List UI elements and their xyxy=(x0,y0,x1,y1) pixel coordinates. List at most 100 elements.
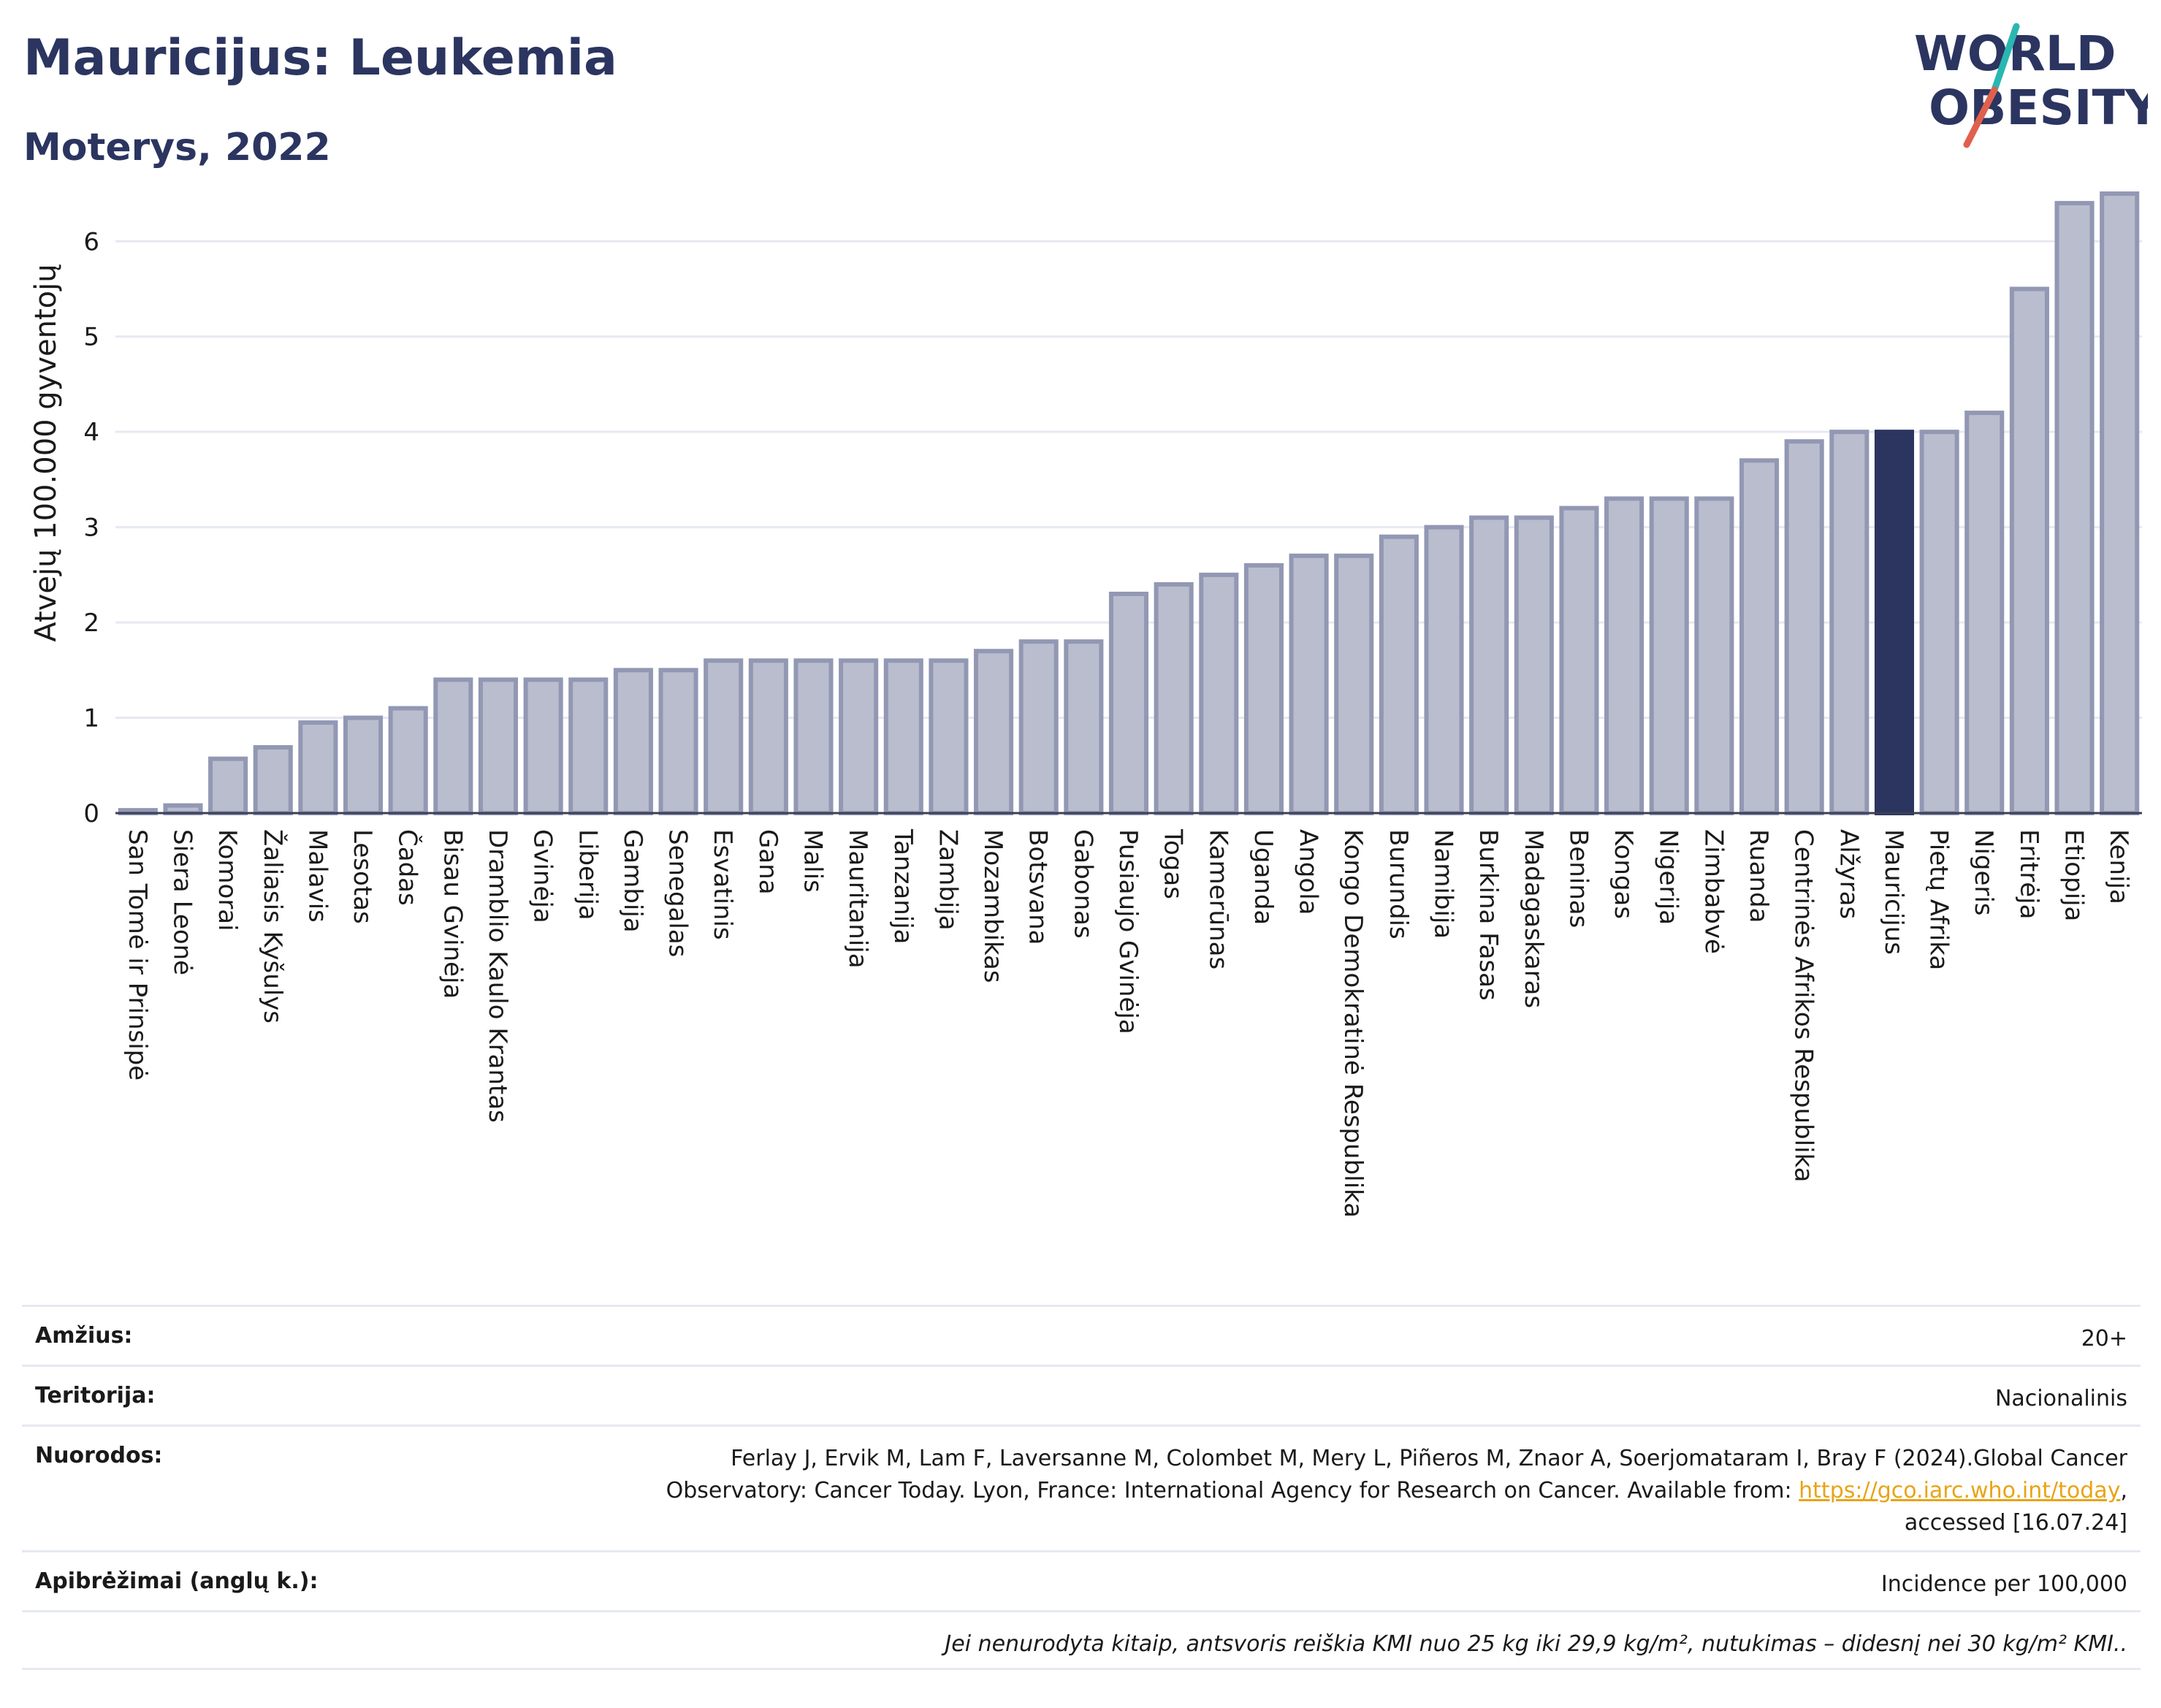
references-value: Ferlay J, Ervik M, Lam F, Laversanne M, … xyxy=(666,1443,2127,1539)
bar-country xyxy=(1469,515,1509,815)
bar-country xyxy=(1514,515,1554,815)
bar-country xyxy=(974,649,1014,816)
bar-highlight xyxy=(1874,430,1914,815)
bar-country xyxy=(658,668,698,815)
x-tick-label: Čadas xyxy=(393,829,423,906)
x-tick-label: Botsvana xyxy=(1024,829,1053,945)
x-tick-label: Gabonas xyxy=(1068,829,1097,939)
bar-country xyxy=(1289,553,1329,815)
y-tick-label: 6 xyxy=(83,227,99,256)
age-label: Amžius: xyxy=(35,1323,133,1349)
x-tick-label: Mozambikas xyxy=(978,829,1007,983)
bar-country xyxy=(1064,639,1104,815)
bar-country xyxy=(2054,201,2095,816)
bar-country xyxy=(1784,439,1824,816)
bar-country xyxy=(1243,563,1284,815)
axis-layer: 0 1 2 3 4 5 6 San Tomė ir Prinsipė Siera Leonė Ko… xyxy=(83,227,2142,1218)
meta-row-definitions: Apibrėžimai (anglų k.): Incidence per 10… xyxy=(22,1550,2141,1610)
y-tick-label: 0 xyxy=(83,799,99,828)
bar-country xyxy=(1108,591,1149,815)
bar-country xyxy=(208,756,248,815)
logo-slash-teal xyxy=(1991,23,2020,94)
x-tick-label: Esvatinis xyxy=(708,829,737,940)
x-tick-label: Gvinėja xyxy=(528,829,557,923)
world-obesity-logo: WORLD OBESITY xyxy=(1914,23,2148,148)
bar-country xyxy=(1424,525,1464,815)
x-tick-label: Komorai xyxy=(213,829,242,931)
references-label: Nuorodos: xyxy=(35,1443,163,1468)
meta-row-references: Nuorodos: Ferlay J, Ervik M, Lam F, Lave… xyxy=(22,1425,2141,1550)
bar-country xyxy=(1154,582,1194,816)
bar-country xyxy=(793,658,834,815)
y-tick-label: 5 xyxy=(83,323,99,352)
x-tick-label: Uganda xyxy=(1249,829,1278,925)
bmi-note: Jei nenurodyta kitaip, antsvoris reiškia… xyxy=(945,1631,2127,1657)
references-line2: Observatory: Cancer Today. Lyon, France:… xyxy=(666,1478,1799,1503)
bar-country xyxy=(343,715,384,816)
x-tick-label: Togas xyxy=(1159,828,1188,899)
x-tick-label: Bisau Gvinėja xyxy=(438,829,467,999)
bar-country xyxy=(1199,572,1239,815)
x-tick-label: Lesotas xyxy=(348,829,377,924)
bar-country xyxy=(1964,411,2005,815)
x-tick-label: Tanzanija xyxy=(888,828,918,944)
x-tick-label: Dramblio Kaulo Krantas xyxy=(483,829,512,1123)
x-tick-label: Alžyras xyxy=(1834,829,1863,919)
x-tick-label: Gana xyxy=(753,829,782,895)
x-tick-label: Kenija xyxy=(2104,829,2133,904)
x-tick-label: Žaliasis Kyšulys xyxy=(258,829,288,1023)
bar-country xyxy=(1649,496,1689,815)
x-tick-label: Eritrėja xyxy=(2014,829,2043,919)
y-axis-label: Atvejų 100.000 gyventojų xyxy=(29,264,63,641)
bar-country xyxy=(1379,534,1419,815)
x-tick-label: Kongo Demokratinė Respublika xyxy=(1338,829,1368,1218)
y-tick-label: 3 xyxy=(83,514,99,543)
definitions-label: Apibrėžimai (anglų k.): xyxy=(35,1568,319,1594)
bar-country xyxy=(2100,191,2140,815)
bar-country xyxy=(1829,430,1870,815)
x-tick-label: San Tomė ir Prinsipė xyxy=(123,829,152,1080)
meta-row-note: Jei nenurodyta kitaip, antsvoris reiškia… xyxy=(22,1610,2141,1670)
metadata-table: Amžius: 20+ Teritorija: Nacionalinis Nuo… xyxy=(22,1305,2141,1670)
x-tick-label: Centrinės Afrikos Respublika xyxy=(1789,829,1818,1182)
references-line2-end: , xyxy=(2120,1478,2127,1503)
x-tick-label: Pietų Afrika xyxy=(1924,829,1954,970)
logo-line2: OBESITY xyxy=(1929,80,2148,136)
x-tick-label: Beninas xyxy=(1563,829,1593,928)
definitions-value: Incidence per 100,000 xyxy=(1880,1571,2127,1597)
x-tick-label: Zambija xyxy=(933,829,962,931)
references-line3: accessed [16.07.24] xyxy=(1904,1510,2127,1536)
x-tick-label: Mauricijus xyxy=(1879,829,1908,955)
bar-country xyxy=(1334,553,1374,815)
x-tick-label: Burkina Fasas xyxy=(1474,829,1503,1001)
bar-country xyxy=(478,677,519,816)
bar-country xyxy=(433,677,473,816)
x-tick-label: Kongas xyxy=(1609,829,1638,919)
x-tick-label: Angola xyxy=(1294,829,1323,915)
x-tick-label: Malis xyxy=(798,829,827,893)
bar-country xyxy=(748,658,788,815)
meta-row-age: Amžius: 20+ xyxy=(22,1305,2141,1365)
x-tick-label: Burundis xyxy=(1384,829,1413,939)
x-tick-label: Malavis xyxy=(302,829,332,923)
x-tick-label: Liberija xyxy=(573,829,602,920)
x-tick-label: Gambija xyxy=(618,829,647,933)
bar-country xyxy=(1694,496,1734,815)
age-value: 20+ xyxy=(2081,1326,2127,1351)
y-tick-label: 1 xyxy=(83,704,99,733)
bar-country xyxy=(613,668,653,815)
x-tick-label: Kamerūnas xyxy=(1203,829,1232,969)
meta-row-territory: Teritorija: Nacionalinis xyxy=(22,1365,2141,1425)
page-title: Mauricijus: Leukemia xyxy=(23,29,617,87)
bar-country xyxy=(1919,430,1959,815)
x-tick-label: Senegalas xyxy=(663,829,693,957)
bar-country xyxy=(523,677,563,816)
x-tick-label: Zimbabvė xyxy=(1699,829,1728,954)
x-tick-label: Namibija xyxy=(1429,829,1458,939)
references-link[interactable]: https://gco.iarc.who.int/today xyxy=(1799,1478,2121,1503)
territory-value: Nacionalinis xyxy=(1994,1386,2127,1411)
territory-label: Teritorija: xyxy=(35,1383,156,1408)
bars-layer xyxy=(118,191,2140,816)
bar-country xyxy=(1018,639,1059,815)
bar-country xyxy=(1739,458,1780,815)
